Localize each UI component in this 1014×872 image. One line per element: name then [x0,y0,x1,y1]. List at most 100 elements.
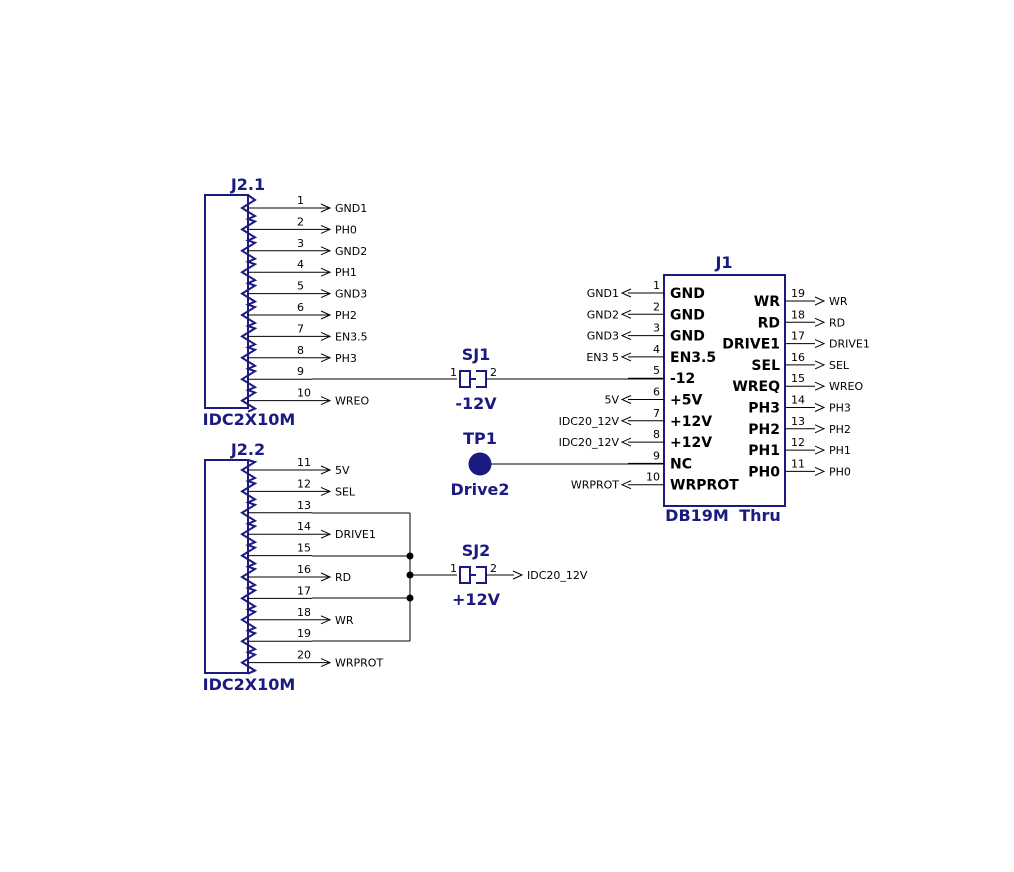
pin-name: PH1 [748,443,780,459]
connector-part: IDC2X10M [203,675,296,694]
arrow-icon [814,296,826,306]
arrow-icon [320,289,332,299]
pin-number: 1 [297,194,304,207]
jumper-pad-2 [476,566,487,584]
arrow-icon [320,465,332,475]
net-label: EN3.5 [335,330,368,343]
net-label: IDC20_12V [559,415,620,428]
net-label: WREO [829,380,863,393]
pin-number: 14 [297,520,311,533]
net-label: PH1 [829,444,851,457]
net-label: PH2 [335,309,357,322]
pin-number: 16 [791,351,805,364]
pin-name: GND [670,307,705,323]
pin-number: 17 [297,584,311,597]
connector-body [663,274,786,507]
pin-number: 2 [297,215,304,228]
pin-number: 9 [653,449,660,462]
pin-name: +5V [670,393,702,409]
pin-number: 19 [297,627,311,640]
pin-name: RD [758,315,780,331]
pin-name: WR [754,294,780,310]
net-label: GND2 [587,308,619,321]
pin-number: 11 [297,456,311,469]
net-label: WR [335,614,354,627]
arrow-icon [814,317,826,327]
pin-name: PH3 [748,401,780,417]
net-label: WREO [335,395,369,408]
solder-jumper-sj1: SJ1 -12V 1 2 [450,345,664,413]
pin-number: 12 [791,436,805,449]
net-label: DRIVE1 [335,528,376,541]
pin-number: 3 [297,237,304,250]
junction-dot [406,552,414,560]
arrow-icon [320,203,332,213]
arrow-icon [320,658,332,668]
arrow-icon [512,570,524,580]
arrow-icon [620,480,632,490]
connector-part: IDC2X10M [203,410,296,429]
arrow-icon [814,445,826,455]
jumper-pin-2: 2 [490,562,497,575]
arrow-icon [814,403,826,412]
pin-number: 20 [297,649,311,662]
net-label: PH3 [335,352,357,365]
arrow-icon [620,437,632,447]
pin-number: 10 [297,387,311,400]
pin-number: 12 [297,477,311,490]
net-label: PH0 [335,223,357,236]
solder-jumper-sj2: SJ2 +12V 1 2 IDC20_12V [450,541,588,609]
pin-number: 13 [297,499,311,512]
arrow-icon [620,352,632,362]
connector-ref: J1 [714,253,732,272]
arrow-icon [620,331,632,341]
pin-number: 13 [791,415,805,428]
connector-body [204,194,249,409]
arrow-icon [320,572,332,582]
net-label: WRPROT [571,479,619,492]
net-label: SEL [829,359,850,372]
arrow-icon [320,529,332,539]
net-label: IDC20_12V [527,569,588,582]
arrow-icon [320,615,332,625]
arrow-icon [814,381,826,391]
net-label: GND1 [335,202,367,215]
pin-number: 6 [653,386,660,399]
arrow-icon [320,331,332,341]
jumper-ref: SJ2 [462,541,491,560]
connector-ref: J2.1 [230,175,265,194]
pin-number: 5 [653,364,660,377]
pin-name: NC [670,456,692,472]
net-label: EN3 5 [586,351,619,364]
pin-number: 2 [653,300,660,313]
arrow-icon [814,339,826,349]
arrow-icon [320,396,332,406]
net-label: RD [335,571,351,584]
arrow-icon [320,224,332,234]
jumper-pad-1 [459,370,471,388]
pin-name: GND [670,286,705,302]
pin-number: 10 [646,471,660,484]
pin-number: 8 [653,428,660,441]
connector-mount: Thru [739,506,781,525]
net-label: WR [829,295,848,308]
pin-name: PH2 [748,422,780,438]
jumper-value: +12V [452,590,501,609]
net-label: PH0 [829,465,851,478]
pin-number: 5 [297,280,304,293]
net-label: SEL [335,485,356,498]
pin-number: 17 [791,330,805,343]
net-label: 5V [335,464,350,477]
arrow-icon [620,309,632,319]
net-label: GND2 [335,245,367,258]
pin-number: 8 [297,344,304,357]
pin-number: 1 [653,279,660,292]
pin-number: 3 [653,322,660,335]
pin-number: 9 [297,365,304,378]
net-label: IDC20_12V [559,436,620,449]
net-label: DRIVE1 [829,338,870,351]
arrow-icon [620,288,632,298]
test-point-value: Drive2 [450,480,509,499]
